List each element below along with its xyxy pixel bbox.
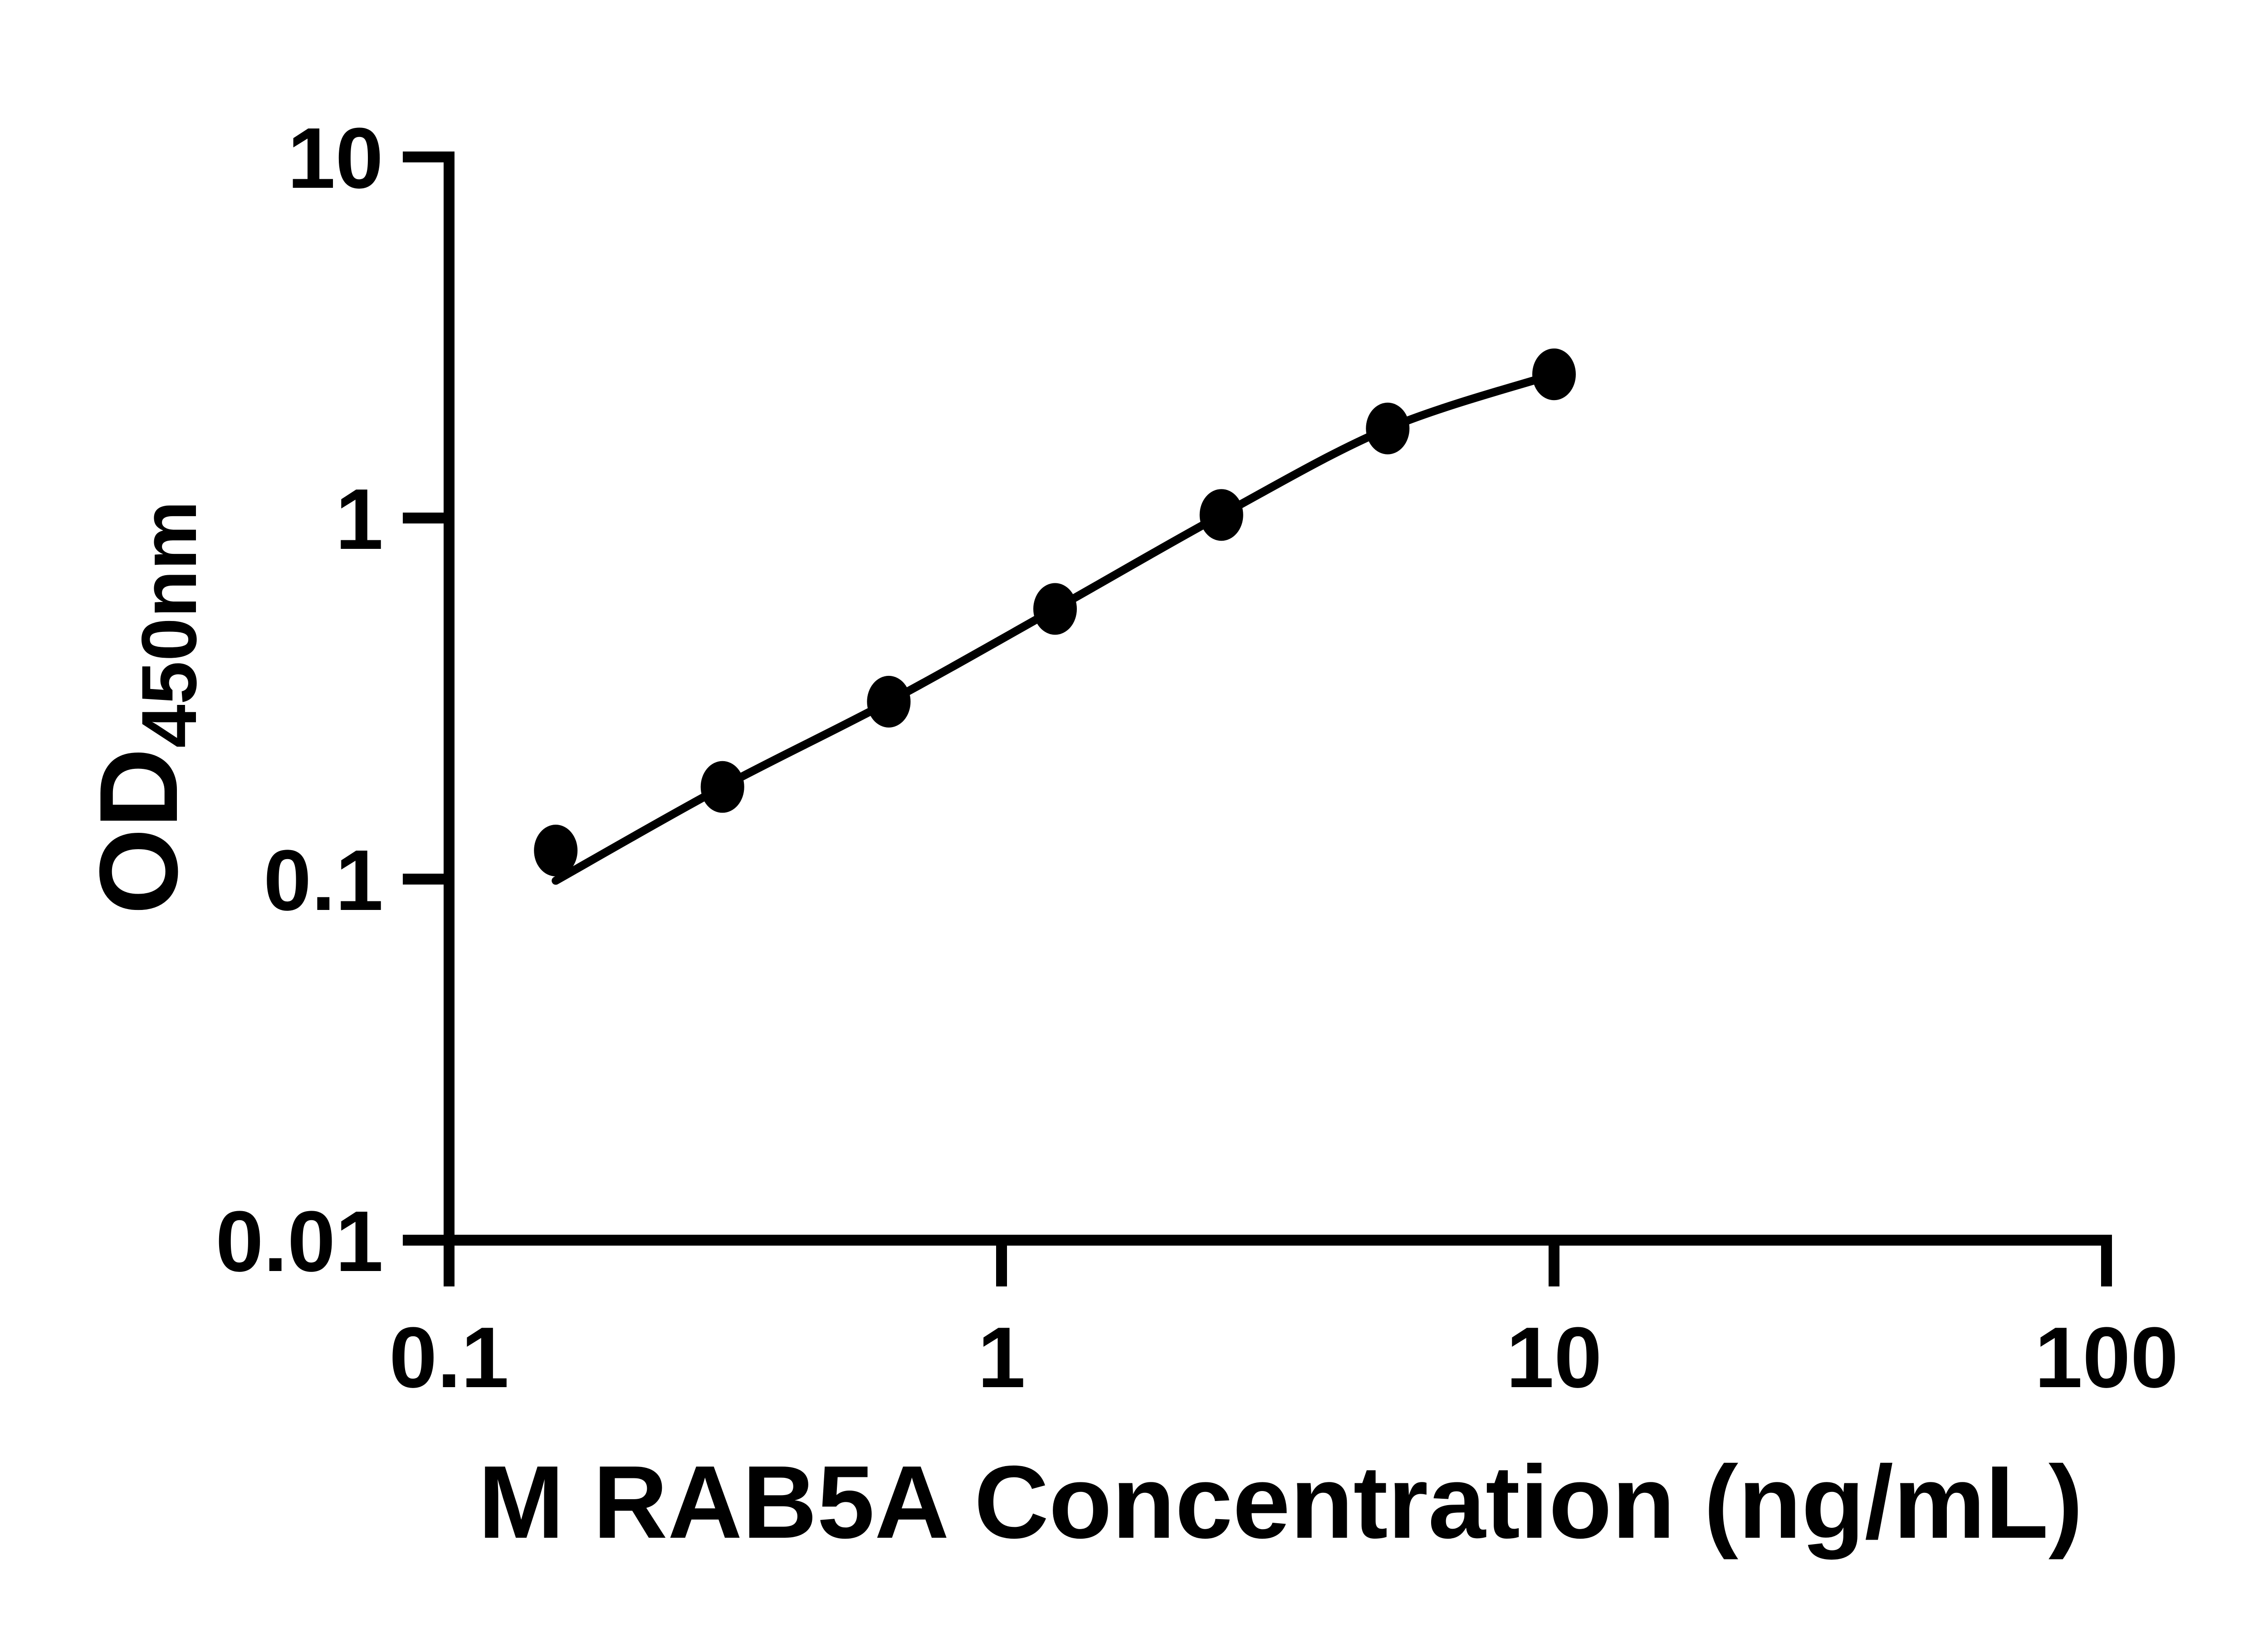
y-tick-label: 0.1 (264, 832, 383, 929)
y-tick-label: 10 (288, 110, 383, 206)
y-axis-title-subscript: 450nm (126, 501, 213, 748)
data-point-marker (1532, 348, 1576, 401)
y-axis-title-main: OD (76, 748, 200, 915)
data-point-marker (1033, 583, 1077, 635)
y-tick-label: 1 (335, 471, 383, 567)
data-point-marker (1199, 489, 1243, 541)
data-point-marker (1366, 402, 1410, 455)
x-tick-label: 0.1 (389, 1310, 509, 1406)
y-axis-title: OD450nm (76, 501, 213, 914)
data-point-marker (534, 825, 578, 876)
data-point-marker (867, 675, 911, 728)
y-tick-label: 0.01 (215, 1193, 383, 1290)
x-tick-label: 10 (1506, 1310, 1602, 1406)
x-axis-title: M RAB5A Concentration (ng/mL) (478, 1445, 2083, 1560)
data-point-marker (700, 761, 744, 813)
x-tick-label: 100 (2034, 1310, 2178, 1406)
x-tick-label: 1 (978, 1310, 1026, 1406)
